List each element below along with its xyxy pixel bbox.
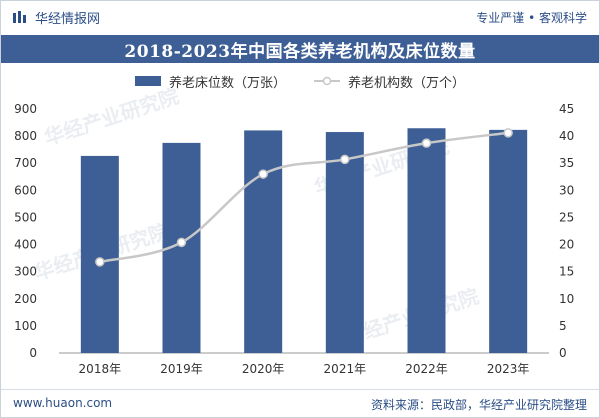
y-left-tick-label: 100	[14, 319, 37, 333]
y-right-tick-label: 40	[559, 129, 574, 143]
legend-bar-swatch	[134, 76, 161, 86]
y-right-tick-label: 45	[559, 102, 574, 116]
y-left-tick-label: 300	[14, 265, 37, 279]
legend-label-beds: 养老床位数（万张）	[168, 75, 286, 91]
y-right-tick-label: 10	[559, 292, 574, 306]
x-tick-label: 2023年	[487, 362, 530, 376]
y-left-tick-label: 600	[14, 183, 37, 197]
y-right-tick-label: 35	[559, 156, 574, 170]
line-point	[95, 257, 105, 267]
legend-item-beds[interactable]: 养老床位数（万张）	[134, 72, 286, 91]
bar	[244, 130, 283, 353]
line-point	[176, 237, 187, 248]
line-point	[258, 169, 268, 179]
y-right-tick-label: 20	[559, 238, 574, 252]
chart-title: 2018-2023年中国各类养老机构及床位数量	[1, 35, 599, 63]
y-left-tick-label: 500	[14, 210, 37, 224]
line-point	[340, 154, 350, 165]
footer-source: 资料来源：民政部，华经产业研究院整理	[370, 398, 587, 412]
legend: 养老床位数（万张） 养老机构数（万个）	[1, 71, 599, 91]
y-left-tick-label: 900	[14, 102, 37, 116]
line-point	[503, 128, 513, 138]
x-tick-label: 2018年	[79, 362, 122, 376]
chart-plot: 0 100 200 300 400 500 600 700 800 900 0 5 10 15 20 25 30…	[14, 102, 574, 376]
footer-url[interactable]: www.huaon.com	[13, 396, 113, 410]
y-right-tick-label: 5	[559, 319, 567, 333]
legend-item-institutions[interactable]: 养老机构数（万个）	[314, 72, 465, 91]
bar	[80, 155, 119, 353]
y-right-tick-label: 25	[559, 210, 574, 224]
y-right-tick-label: 30	[559, 183, 574, 197]
line-point	[421, 138, 432, 148]
x-tick-label: 2022年	[405, 362, 448, 376]
legend-label-institutions: 养老机构数（万个）	[348, 75, 466, 91]
bar	[489, 129, 528, 353]
y-left-tick-label: 800	[14, 129, 37, 143]
brand[interactable]: 华经情报网	[13, 8, 100, 27]
y-left-tick-label: 0	[29, 346, 37, 360]
y-left-tick-label: 400	[14, 238, 37, 252]
brand-name: 华经情报网	[35, 12, 101, 27]
y-right-tick-label: 0	[559, 346, 567, 360]
legend-line-swatch	[314, 76, 340, 86]
bar	[325, 132, 364, 353]
y-left-tick-label: 700	[14, 156, 37, 170]
x-tick-label: 2021年	[324, 362, 367, 376]
bar	[407, 128, 446, 353]
slogan: 专业严谨 • 客观科学	[476, 11, 587, 25]
x-tick-label: 2020年	[242, 362, 285, 376]
x-tick-label: 2019年	[160, 362, 203, 376]
series-line	[99, 131, 509, 264]
top-bar: 华经情报网 专业严谨 • 客观科学	[1, 1, 599, 33]
footer: www.huaon.com 资料来源：民政部，华经产业研究院整理	[1, 389, 599, 418]
y-left-tick-label: 200	[14, 292, 37, 306]
brand-logo-icon	[13, 10, 26, 23]
y-right-tick-label: 15	[559, 265, 574, 279]
